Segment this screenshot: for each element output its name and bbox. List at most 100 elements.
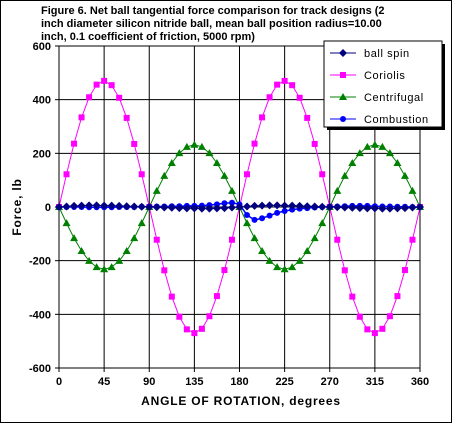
coriolis-point [274, 81, 281, 88]
x-tick-label: 45 [98, 376, 110, 388]
centrifugal-point [303, 247, 312, 255]
coriolis-point [371, 330, 378, 337]
ball-spin-point [318, 202, 327, 211]
coriolis-point [221, 267, 228, 274]
ball-spin-point [340, 203, 349, 212]
centrifugal-point [152, 186, 161, 194]
x-tick-label: 225 [275, 376, 293, 388]
chart-title: Figure 6. Net ball tangential force comp… [41, 5, 385, 43]
coriolis-point [281, 77, 288, 84]
centrifugal-point [265, 256, 274, 264]
ball-spin-point [77, 201, 86, 210]
ball-spin-point [258, 201, 267, 210]
centrifugal-point [205, 149, 214, 157]
coriolis-point [116, 94, 123, 101]
ball-spin-point [175, 204, 184, 213]
coriolis-point [379, 325, 386, 332]
legend: ball spin Coriolis Centrifugal Combustion [323, 40, 445, 130]
ball-spin-point [265, 201, 274, 210]
coriolis-point [319, 171, 326, 178]
centrifugal-point [280, 265, 289, 273]
ball-spin-point [55, 203, 63, 211]
coriolis-point [401, 267, 408, 274]
y-tick-label: 400 [33, 95, 51, 107]
centrifugal-point [122, 247, 131, 255]
centrifugal-point [273, 263, 282, 271]
ball-spin-point [107, 201, 116, 210]
centrifugal-point [107, 263, 116, 271]
ball-spin-point [370, 204, 379, 213]
combustion-point [259, 215, 266, 222]
ball-spin-point [273, 201, 282, 210]
coriolis-point [341, 267, 348, 274]
x-tick-label: 0 [56, 376, 62, 388]
y-tick-label: -200 [29, 256, 51, 268]
ball-spin-point [227, 203, 236, 212]
combustion-point [221, 200, 228, 207]
ball-spin-point [408, 203, 417, 212]
ball-spin-point [152, 203, 161, 212]
coriolis-point [289, 82, 296, 89]
ball-spin-point [115, 201, 124, 210]
centrifugal-point [243, 219, 252, 227]
combustion-point [251, 216, 258, 223]
y-axis-title: Force, lb [10, 178, 24, 235]
ball-spin-point [378, 204, 387, 213]
ball-spin-point [205, 204, 214, 213]
centrifugal-point [115, 256, 124, 264]
centrifugal-point [137, 219, 146, 227]
centrifugal-point [70, 234, 79, 242]
chart-title-line-2: inch diameter silicon nitride ball, mean… [41, 18, 382, 30]
coriolis-point [183, 326, 190, 333]
ball-spin-point [70, 201, 79, 210]
ball-spin-point [220, 204, 229, 213]
centrifugal-point [400, 171, 409, 179]
ball-spin-point [122, 202, 131, 211]
legend-swatch-centrifugal [339, 93, 347, 100]
coriolis-point [198, 325, 205, 332]
ball-spin-point [100, 201, 109, 210]
ball-spin-point [400, 204, 409, 213]
coriolis-point [101, 77, 108, 84]
x-tick-label: 135 [185, 376, 203, 388]
ball-spin-point [348, 203, 357, 212]
centrifugal-point [310, 234, 319, 242]
ball-spin-point [355, 204, 364, 213]
centrifugal-point [130, 234, 139, 242]
coriolis-point [349, 293, 356, 300]
coriolis-point [228, 236, 235, 243]
ball-spin-point [250, 201, 259, 210]
combustion-point [281, 208, 288, 215]
centrifugal-point [288, 263, 297, 271]
ball-spin-point [310, 202, 319, 211]
chart-title-line-1: Figure 6. Net ball tangential force comp… [41, 5, 385, 17]
coriolis-point [153, 236, 160, 243]
coriolis-point [131, 140, 138, 147]
coriolis-point [244, 171, 251, 178]
combustion-point [274, 209, 281, 216]
coriolis-point [364, 326, 371, 333]
centrifugal-point [212, 158, 221, 166]
centrifugal-point [355, 149, 364, 157]
legend-label-coriolis: Coriolis [364, 70, 405, 82]
coriolis-point [296, 94, 303, 101]
centrifugal-point [250, 234, 259, 242]
coriolis-point [304, 114, 311, 121]
coriolis-point [71, 140, 78, 147]
centrifugal-point [182, 142, 191, 150]
centrifugal-point [167, 158, 176, 166]
coriolis-point [213, 293, 220, 300]
x-tick-label: 270 [321, 376, 339, 388]
coriolis-point [108, 82, 115, 89]
coriolis-point [63, 171, 70, 178]
centrifugal-point [385, 149, 394, 157]
ball-spin-point [130, 202, 139, 211]
y-tick-label: 0 [45, 202, 51, 214]
centrifugal-point [378, 142, 387, 150]
y-tick-label: -400 [29, 309, 51, 321]
y-tick-label: 600 [33, 41, 51, 53]
series-layer [55, 77, 424, 337]
coriolis-point [138, 171, 145, 178]
ball-spin-point [197, 204, 206, 213]
